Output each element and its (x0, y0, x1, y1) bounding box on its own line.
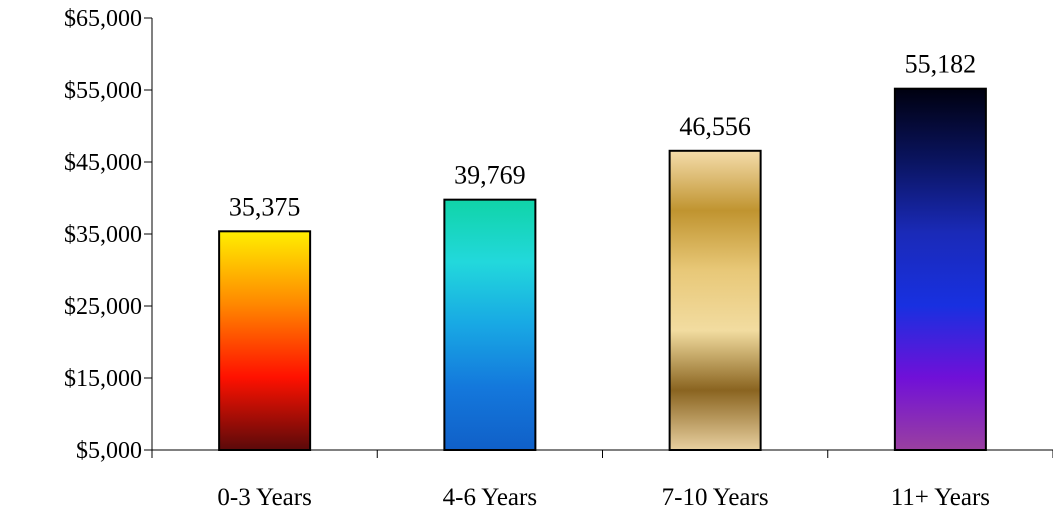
category-label: 4-6 Years (443, 484, 537, 511)
x-axis (151, 449, 1053, 458)
category-label: 7-10 Years (662, 484, 769, 511)
bar-3 (668, 149, 762, 451)
data-label: 39,769 (454, 161, 526, 190)
y-tick-label: $35,000 (64, 222, 142, 248)
data-label: 35,375 (229, 192, 301, 221)
bar-4 (893, 87, 987, 451)
category-label: 11+ Years (891, 484, 990, 511)
y-tick-label: $45,000 (64, 150, 142, 176)
y-tick-label: $15,000 (64, 366, 142, 392)
y-axis: $5,000 $15,000 $25,000 $35,000 $45,000 $55,00… (64, 6, 153, 464)
bars (218, 87, 987, 451)
y-tick-label: $55,000 (64, 78, 142, 104)
bar-2 (443, 198, 537, 451)
data-label: 55,182 (905, 50, 977, 79)
y-tick-label: $65,000 (64, 6, 142, 32)
data-labels: 35,375 39,769 46,556 55,182 (229, 50, 976, 222)
category-label: 0-3 Years (217, 484, 311, 511)
y-tick-label: $5,000 (76, 438, 142, 464)
category-labels: 0-3 Years 4-6 Years 7-10 Years 11+ Years (217, 484, 990, 511)
y-tick-label: $25,000 (64, 294, 142, 320)
data-label: 46,556 (679, 112, 751, 141)
bar-1 (218, 230, 312, 451)
